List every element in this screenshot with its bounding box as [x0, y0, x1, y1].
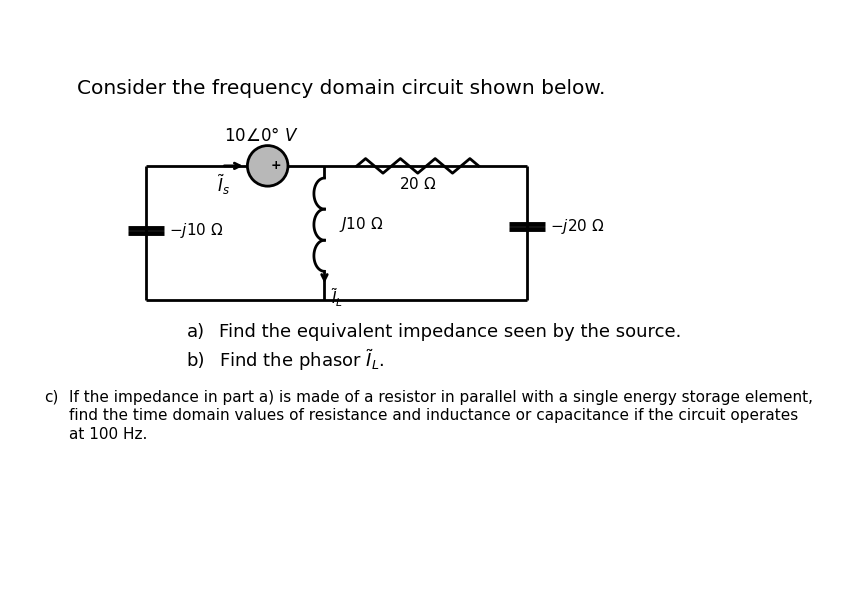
Text: $20\ \Omega$: $20\ \Omega$	[399, 176, 436, 192]
Text: $\tilde{I}_s$: $\tilde{I}_s$	[216, 173, 230, 196]
Text: Find the equivalent impedance seen by the source.: Find the equivalent impedance seen by th…	[219, 323, 681, 341]
Text: Consider the frequency domain circuit shown below.: Consider the frequency domain circuit sh…	[77, 79, 605, 98]
Text: +: +	[270, 159, 281, 173]
Text: a): a)	[187, 323, 205, 341]
Text: $J10\ \Omega$: $J10\ \Omega$	[339, 215, 384, 234]
Text: $\tilde{I}_L$: $\tilde{I}_L$	[331, 286, 343, 309]
Text: b): b)	[187, 352, 205, 370]
Text: Find the phasor $\tilde{I}_L$.: Find the phasor $\tilde{I}_L$.	[219, 348, 384, 373]
Text: c): c)	[45, 390, 59, 405]
Text: find the time domain values of resistance and inductance or capacitance if the c: find the time domain values of resistanc…	[69, 408, 798, 423]
Circle shape	[248, 146, 288, 186]
Text: $-j10\ \Omega$: $-j10\ \Omega$	[168, 221, 223, 240]
Text: $10\angle 0°\ V$: $10\angle 0°\ V$	[224, 127, 299, 145]
Text: $-j20\ \Omega$: $-j20\ \Omega$	[550, 217, 605, 236]
Text: at 100 Hz.: at 100 Hz.	[69, 427, 147, 442]
Text: If the impedance in part a) is made of a resistor in parallel with a single ener: If the impedance in part a) is made of a…	[69, 390, 813, 405]
